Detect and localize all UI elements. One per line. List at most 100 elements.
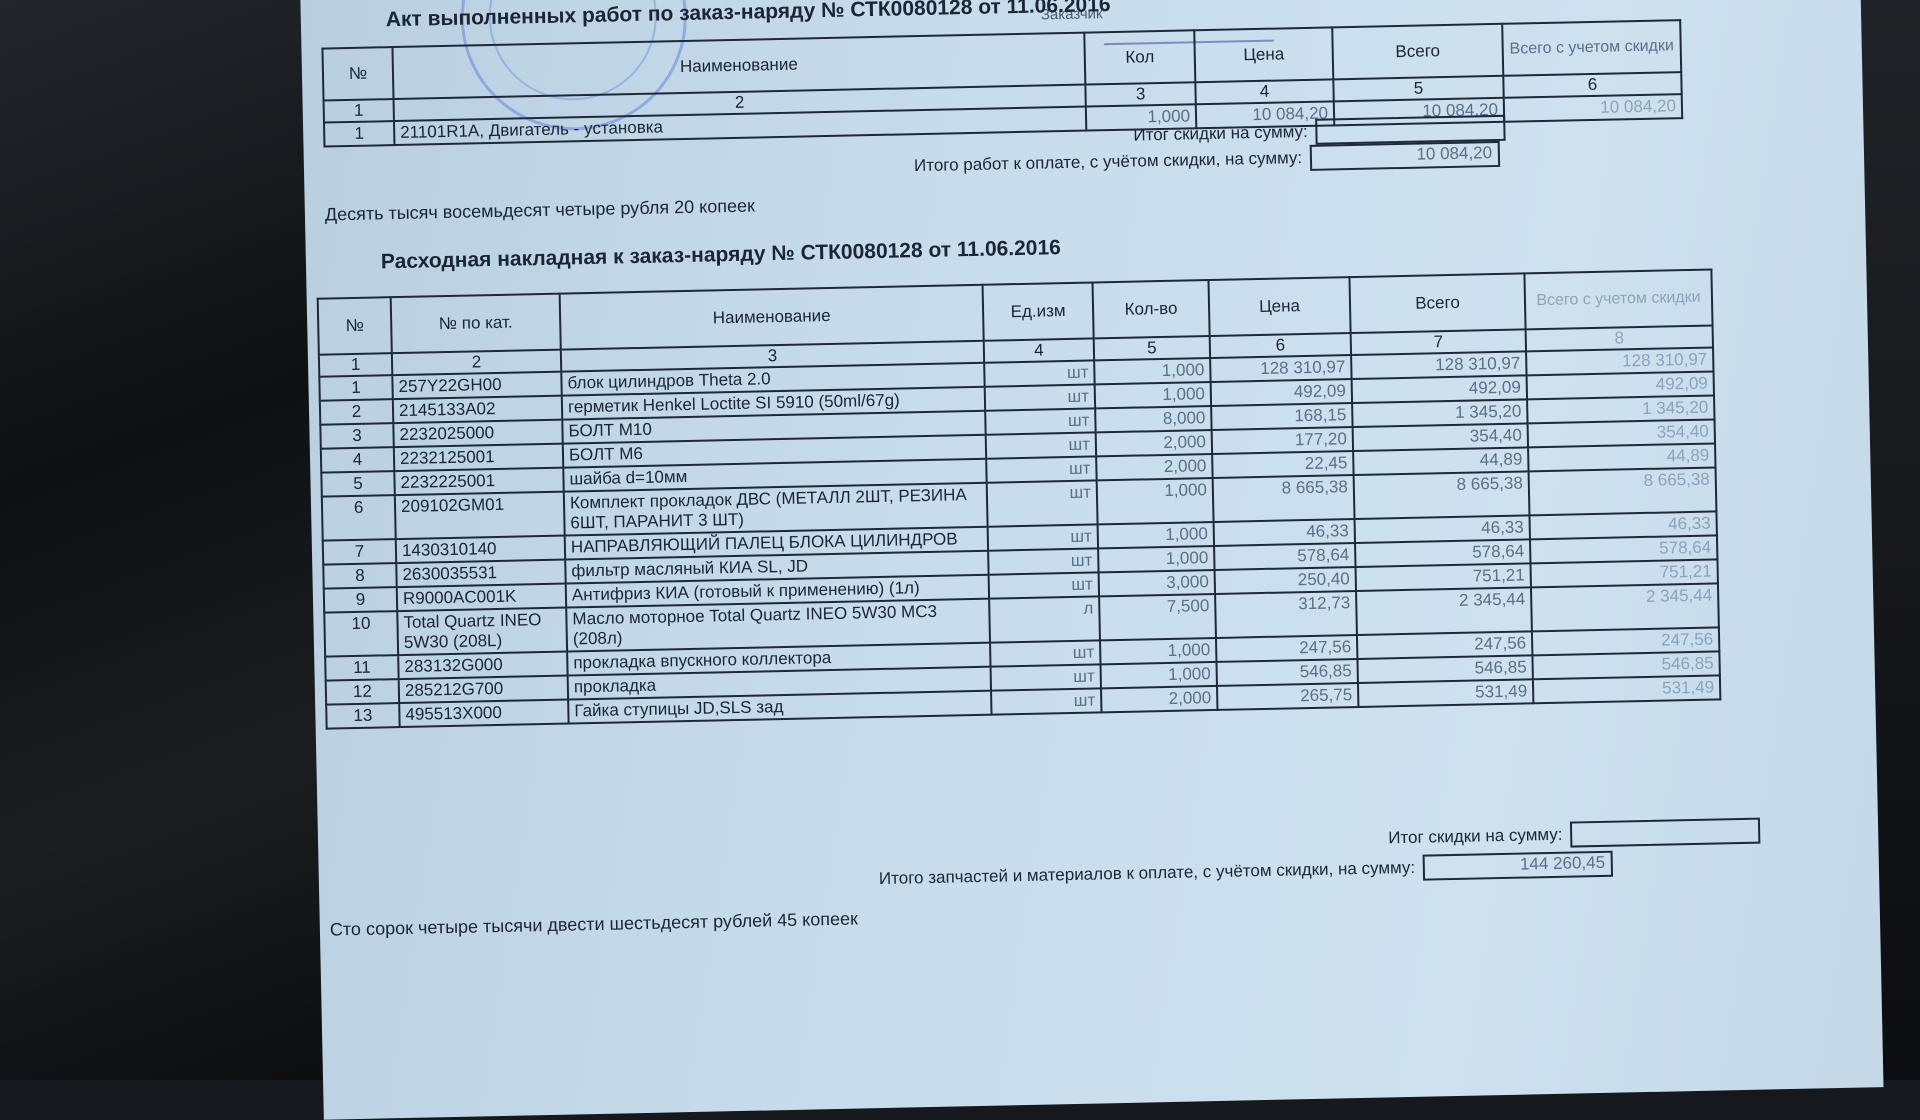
act-col-header: Всего с учетом скидки [1502,20,1682,76]
cell-price: 312,73 [1215,591,1357,638]
cell-n: 4 [320,447,395,473]
invoice-amount-words: Сто сорок четыре тысячи двести шестьдеся… [329,908,859,940]
cell-price: 265,75 [1216,682,1359,710]
cell-unit: шт [984,384,1096,411]
cell-unit: шт [990,664,1102,691]
cell-total-discount: 2 345,44 [1530,583,1719,632]
cell-qty: 2,000 [1095,430,1213,457]
cell-price: 578,64 [1214,543,1356,570]
cell-n: 1 [323,121,395,147]
cell-cat: 495513X000 [399,699,569,728]
cell-total-discount: 8 665,38 [1528,467,1717,516]
invoice-col-header: № [317,297,392,355]
cell-unit: шт [988,548,1099,575]
invoice-pay-row: Итого запчастей и материалов к оплате, с… [878,850,1614,892]
cell-price: 546,85 [1216,659,1358,686]
cell-price: 250,40 [1214,567,1357,594]
cell-cat: 2232125001 [393,443,564,472]
cell-n: 10 [324,611,399,657]
cell-total-discount: 531,49 [1532,675,1721,704]
cell-total: 247,56 [1356,631,1533,660]
act-col-header: Кол [1084,30,1196,85]
invoice-col-header: Ед.изм [982,282,1094,341]
cell-unit: шт [990,640,1101,667]
cell-unit: шт [988,572,1100,599]
invoice-col-header: № по кат. [390,293,561,354]
act-discount-value [1315,114,1507,145]
cell-price: 177,20 [1211,427,1354,455]
cell-cat: R9000AC001K [396,583,567,612]
cell-cat: 2232025000 [393,419,563,448]
cell-n: 7 [322,539,397,565]
cell-unit: л [989,596,1101,643]
cell-unit: шт [984,360,1095,387]
act-pay-label: Итого работ к оплате, с учётом скидки, н… [913,148,1303,176]
cell-n: 12 [325,679,400,705]
act-pay-value: 10 084,20 [1309,140,1501,171]
cell-total: 2 345,44 [1356,587,1532,636]
cell-qty: 2,000 [1096,454,1213,481]
cell-qty: 1,000 [1094,358,1211,385]
cell-unit: шт [985,432,1097,459]
cell-total: 492,09 [1351,375,1528,404]
cell-qty: 7,500 [1099,593,1216,641]
col-index: 1 [318,353,393,377]
cell-total-discount: 10 084,20 [1503,94,1683,122]
act-col-header: Цена [1194,27,1334,83]
invoice-title: Расходная накладная к заказ-наряду № СТК… [380,236,1062,274]
cell-unit: шт [987,524,1099,551]
invoice-col-header: Цена [1208,277,1351,337]
invoice-col-header: Наименование [559,284,984,350]
cell-price: 247,56 [1215,635,1358,662]
cell-total: 751,21 [1355,563,1531,592]
cell-n: 3 [320,423,394,449]
cell-cat: 257Y22GH00 [392,371,562,400]
cell-unit: шт [991,688,1102,715]
col-index: 1 [323,99,394,123]
cell-n: 1 [319,375,393,401]
act-col-header: № [322,47,394,101]
cell-unit: шт [985,408,1096,435]
cell-total: 531,49 [1357,679,1534,707]
col-index: 4 [983,338,1095,363]
cell-n: 2 [319,399,394,425]
cell-cat: 1430310140 [395,535,566,564]
col-index: 3 [1085,82,1196,107]
act-amount-words: Десять тысяч восемьдесят четыре рубля 20… [324,195,756,225]
col-index: 5 [1093,336,1211,361]
cell-n: 13 [326,703,400,729]
cell-n: 5 [321,471,395,497]
invoice-pay-value: 144 260,45 [1422,850,1614,881]
cell-price: 168,15 [1211,403,1353,431]
cell-price: 128 310,97 [1210,355,1352,383]
cell-unit: шт [986,456,1097,483]
cell-n: 9 [323,587,398,613]
invoice-discount-label: Итог скидки на сумму: [1388,824,1563,848]
cell-cat: Total Quartz INEO 5W30 (208L) [397,607,568,656]
cell-qty: 3,000 [1098,569,1216,597]
cell-qty: 1,000 [1094,382,1212,409]
cell-price: 492,09 [1210,379,1353,407]
cell-total: 46,33 [1354,515,1530,544]
cell-qty: 1,000 [1100,661,1217,689]
act-pay-row: Итого работ к оплате, с учётом скидки, н… [913,140,1501,179]
invoice-col-header: Кол-во [1092,280,1210,339]
invoice-col-header: Всего [1349,273,1526,334]
cell-qty: 8,000 [1095,406,1212,433]
act-col-header: Всего [1332,23,1504,80]
col-index: 4 [1195,79,1334,105]
invoice-pay-label: Итого запчастей и материалов к оплате, с… [878,857,1416,889]
cell-total: 354,40 [1352,423,1529,452]
cell-qty: 2,000 [1101,685,1218,713]
cell-cat: 285212G700 [398,675,569,704]
invoice-table: № № по кат. Наименование Ед.изм Кол-во Ц… [317,268,1722,729]
cell-n: 8 [323,563,397,589]
cell-price: 8 665,38 [1212,475,1355,522]
invoice-discount-row: Итог скидки на сумму: [1388,817,1761,852]
cell-total: 128 310,97 [1351,351,1527,380]
invoice-col-header: Всего с учетом скидки [1524,269,1713,330]
invoice-discount-value [1570,817,1761,848]
cell-cat: 2232225001 [394,467,564,496]
cell-qty: 1,000 [1097,521,1215,549]
cell-price: 22,45 [1212,451,1354,478]
